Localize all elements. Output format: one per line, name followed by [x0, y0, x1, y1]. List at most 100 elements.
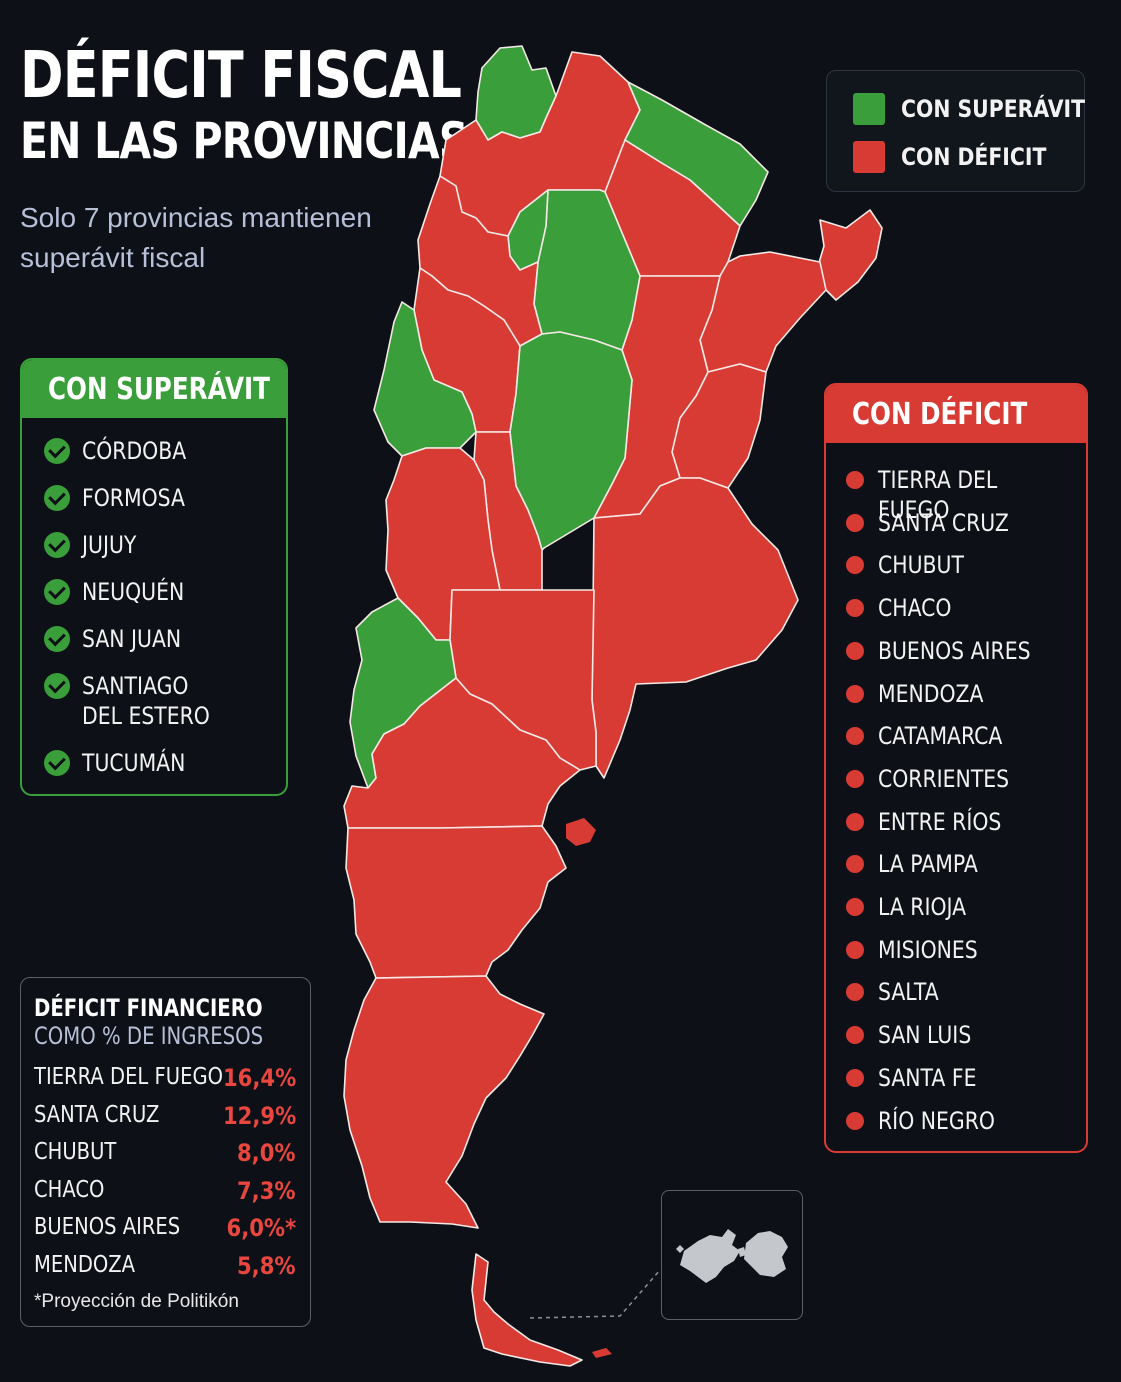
- table-row: CHACO 7,3%: [34, 1177, 296, 1207]
- deficit-panel-title: CON DÉFICIT: [852, 396, 1028, 432]
- deficit-item: CATAMARCA: [846, 721, 1024, 751]
- deficit-item: MISIONES: [846, 935, 995, 965]
- legend-item-deficit: CON DÉFICIT: [853, 141, 1072, 173]
- surplus-item: SAN JUAN: [44, 624, 199, 654]
- province-tierra-del-fuego[interactable]: Tierra del Fuego: [471, 1253, 583, 1367]
- deficit-item: BUENOS AIRES: [846, 636, 1057, 666]
- legend-swatch-deficit: [853, 141, 885, 173]
- red-dot-icon: [846, 812, 864, 831]
- row-province: TIERRA DEL FUEGO: [34, 1064, 223, 1090]
- red-dot-icon: [846, 983, 864, 1002]
- deficit-item-label: LA PAMPA: [878, 850, 978, 879]
- table-row: CHUBUT 8,0%: [34, 1139, 296, 1169]
- legend-swatch-surplus: [853, 93, 885, 125]
- deficit-item-label: CATAMARCA: [878, 722, 1003, 751]
- row-province: CHACO: [34, 1176, 105, 1203]
- red-dot-icon: [846, 1068, 864, 1087]
- red-dot-icon: [846, 513, 864, 532]
- financial-deficit-title: DÉFICIT FINANCIERO: [34, 994, 263, 1022]
- deficit-item-label: RÍO NEGRO: [878, 1106, 995, 1135]
- deficit-panel: CON DÉFICIT TIERRA DEL FUEGO SANTA CRUZ CH…: [824, 383, 1088, 1153]
- red-dot-icon: [846, 471, 864, 489]
- surplus-panel-title: CON SUPERÁVIT: [48, 371, 270, 407]
- deficit-item: SANTA CRUZ: [846, 508, 1032, 538]
- legend-label-surplus: CON SUPERÁVIT: [901, 95, 1086, 123]
- check-circle-icon: [44, 626, 70, 652]
- surplus-panel: CON SUPERÁVIT CÓRDOBA FORMOSA JUJUY NEUQUÉN…: [20, 358, 288, 796]
- deficit-item: MENDOZA: [846, 679, 1002, 709]
- row-province: CHUBUT: [34, 1139, 117, 1166]
- row-value: 5,8%: [237, 1252, 296, 1280]
- deficit-item-label: MISIONES: [878, 935, 978, 964]
- red-dot-icon: [846, 940, 864, 959]
- red-dot-icon: [846, 727, 864, 746]
- malvinas-inset: [661, 1190, 803, 1320]
- deficit-item-label: CORRIENTES: [878, 764, 1010, 793]
- province-chubut[interactable]: Chubut: [345, 825, 567, 979]
- deficit-item: RÍO NEGRO: [846, 1106, 1016, 1136]
- legend-label-deficit: CON DÉFICIT: [901, 143, 1047, 171]
- surplus-item-label: CÓRDOBA: [82, 437, 187, 465]
- province-misiones[interactable]: Misiones: [817, 209, 883, 301]
- deficit-item: LA PAMPA: [846, 849, 995, 879]
- check-circle-icon: [44, 579, 70, 605]
- check-circle-icon: [44, 438, 70, 464]
- deficit-item-label: TIERRA DEL FUEGO: [878, 466, 998, 524]
- page-subtitle: Solo 7 provincias mantienen superávit fi…: [20, 202, 372, 273]
- province-santa-cruz[interactable]: Santa Cruz: [343, 975, 545, 1229]
- surplus-item-label: SAN JUAN: [82, 625, 182, 653]
- peninsula-valdes: [566, 818, 596, 846]
- deficit-item-label: SAN LUIS: [878, 1021, 972, 1050]
- surplus-item-label: TUCUMÁN: [82, 749, 186, 777]
- red-dot-icon: [846, 898, 864, 916]
- deficit-item-label: CHACO: [878, 594, 952, 623]
- row-value: 6,0%*: [226, 1214, 296, 1243]
- check-circle-icon: [44, 673, 70, 699]
- title-line-1: DÉFICIT FISCAL: [20, 39, 462, 113]
- deficit-item-label: LA RIOJA: [878, 893, 967, 921]
- malvinas-connector: [529, 1269, 661, 1319]
- row-value: 16,4%: [222, 1064, 296, 1092]
- province-buenos-aires[interactable]: Buenos Aires: [591, 477, 799, 779]
- red-dot-icon: [846, 855, 864, 874]
- malvinas-islands-icon: [676, 1229, 788, 1283]
- financial-deficit-table: DÉFICIT FINANCIERO COMO % DE INGRESOS TI…: [20, 977, 311, 1327]
- deficit-item-label: BUENOS AIRES: [878, 636, 1031, 665]
- deficit-panel-header: CON DÉFICIT: [826, 385, 1086, 443]
- table-row: SANTA CRUZ 12,9%: [34, 1102, 296, 1132]
- surplus-item: SANTIAGO DEL ESTERO: [44, 671, 232, 731]
- deficit-item-label: CHUBUT: [878, 551, 964, 580]
- province-cordoba[interactable]: Córdoba: [509, 331, 633, 551]
- deficit-item: ENTRE RÍOS: [846, 807, 1023, 837]
- surplus-item: TUCUMÁN: [44, 748, 204, 778]
- deficit-item: CHUBUT: [846, 550, 979, 580]
- deficit-item: TIERRA DEL FUEGO: [846, 465, 1086, 525]
- deficit-item: LA RIOJA: [846, 892, 982, 922]
- row-value: 7,3%: [237, 1176, 296, 1205]
- surplus-item: NEUQUÉN: [44, 577, 202, 607]
- surplus-item: FORMOSA: [44, 483, 203, 513]
- deficit-item: SALTA: [846, 977, 949, 1007]
- financial-deficit-footnote: *Proyección de Politikón: [34, 1291, 239, 1312]
- surplus-item: JUJUY: [44, 530, 146, 560]
- red-dot-icon: [846, 769, 864, 788]
- title-line-2: EN LAS PROVINCIAS: [20, 112, 468, 170]
- deficit-item: CHACO: [846, 593, 964, 623]
- red-dot-icon: [846, 599, 864, 618]
- page-title: DÉFICIT FISCAL EN LAS PROVINCIAS: [20, 40, 468, 170]
- red-dot-icon: [846, 684, 864, 703]
- red-dot-icon: [846, 1111, 864, 1130]
- check-circle-icon: [44, 750, 70, 776]
- row-province: MENDOZA: [34, 1252, 136, 1278]
- deficit-item-label: MENDOZA: [878, 679, 984, 708]
- map-legend: CON SUPERÁVIT CON DÉFICIT: [826, 70, 1085, 192]
- table-row: MENDOZA 5,8%: [34, 1252, 296, 1282]
- table-row: BUENOS AIRES 6,0%*: [34, 1214, 296, 1244]
- surplus-item-label: SANTIAGO DEL ESTERO: [82, 672, 210, 730]
- deficit-item: CORRIENTES: [846, 764, 1032, 794]
- deficit-item: SANTA FE: [846, 1063, 994, 1093]
- row-value: 12,9%: [222, 1101, 296, 1130]
- deficit-item-label: SANTA CRUZ: [878, 508, 1009, 537]
- red-dot-icon: [846, 1026, 864, 1045]
